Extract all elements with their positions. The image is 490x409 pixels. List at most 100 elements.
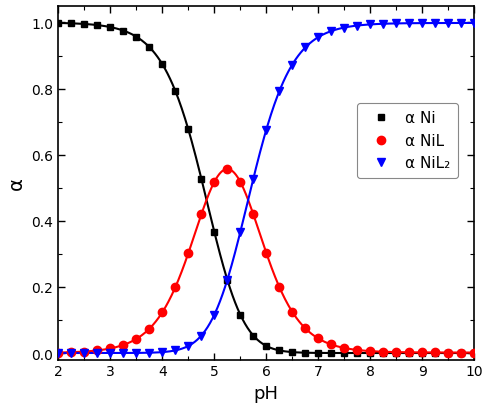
- α NiL: [276, 285, 282, 290]
- α NiL₂: [133, 351, 139, 355]
- α NiL₂: [81, 351, 87, 355]
- α NiL: [419, 350, 425, 355]
- α NiL₂: [159, 350, 165, 355]
- α Ni: [81, 22, 87, 27]
- α NiL: [185, 251, 191, 256]
- Line: α NiL₂: α NiL₂: [54, 20, 478, 357]
- α NiL₂: [237, 230, 243, 235]
- α NiL₂: [445, 22, 451, 27]
- α NiL₂: [342, 26, 347, 31]
- α NiL: [393, 350, 399, 355]
- α Ni: [290, 350, 295, 355]
- α Ni: [237, 312, 243, 317]
- α NiL₂: [458, 21, 464, 26]
- α NiL: [380, 349, 386, 354]
- α NiL: [432, 350, 438, 355]
- α NiL₂: [302, 46, 308, 51]
- α Ni: [133, 35, 139, 40]
- α NiL: [121, 343, 126, 348]
- α NiL: [316, 336, 321, 341]
- α Ni: [224, 278, 230, 283]
- α Ni: [172, 89, 178, 94]
- α NiL: [172, 285, 178, 290]
- α NiL₂: [172, 348, 178, 353]
- α NiL₂: [211, 312, 217, 317]
- α NiL₂: [328, 29, 334, 34]
- α NiL₂: [290, 63, 295, 68]
- α Ni: [458, 351, 464, 355]
- α NiL₂: [185, 344, 191, 348]
- α NiL: [263, 251, 269, 256]
- α NiL: [445, 350, 451, 355]
- α Ni: [263, 344, 269, 348]
- α Ni: [328, 351, 334, 355]
- α Ni: [406, 351, 412, 355]
- α Ni: [432, 351, 438, 355]
- α NiL₂: [250, 177, 256, 182]
- α NiL₂: [263, 128, 269, 133]
- α Ni: [250, 333, 256, 338]
- α NiL₂: [147, 351, 152, 355]
- α NiL: [368, 349, 373, 354]
- α NiL₂: [107, 351, 113, 355]
- α Ni: [55, 21, 61, 26]
- α Ni: [95, 24, 100, 29]
- α NiL: [354, 348, 360, 353]
- α NiL: [224, 167, 230, 172]
- α NiL: [250, 212, 256, 217]
- α NiL₂: [368, 23, 373, 28]
- α NiL: [55, 350, 61, 355]
- α Ni: [342, 351, 347, 355]
- α NiL: [328, 342, 334, 347]
- α NiL: [237, 180, 243, 185]
- α NiL: [198, 212, 204, 217]
- α Ni: [107, 26, 113, 31]
- α NiL: [107, 346, 113, 351]
- α Ni: [445, 351, 451, 355]
- α NiL₂: [69, 351, 74, 355]
- α Ni: [185, 128, 191, 133]
- α NiL: [147, 326, 152, 331]
- α Ni: [159, 63, 165, 67]
- α NiL: [211, 180, 217, 185]
- Line: α Ni: α Ni: [55, 20, 478, 357]
- α NiL₂: [224, 278, 230, 283]
- X-axis label: pH: pH: [254, 384, 279, 402]
- α NiL: [342, 346, 347, 351]
- α NiL: [133, 337, 139, 342]
- α Ni: [380, 351, 386, 355]
- α Ni: [211, 230, 217, 235]
- Line: α NiL: α NiL: [54, 165, 478, 357]
- α Ni: [147, 45, 152, 50]
- α Ni: [471, 351, 477, 355]
- α Ni: [69, 22, 74, 27]
- Y-axis label: α: α: [7, 177, 26, 190]
- Legend: α Ni, α NiL, α NiL₂: α Ni, α NiL, α NiL₂: [357, 103, 458, 179]
- α NiL₂: [121, 351, 126, 355]
- α NiL: [406, 350, 412, 355]
- α Ni: [354, 351, 360, 355]
- α NiL: [290, 310, 295, 315]
- α Ni: [276, 348, 282, 353]
- α NiL: [95, 348, 100, 353]
- α Ni: [368, 351, 373, 355]
- α NiL: [458, 350, 464, 355]
- α Ni: [302, 351, 308, 355]
- α NiL: [159, 310, 165, 315]
- α NiL₂: [55, 351, 61, 355]
- α NiL₂: [198, 333, 204, 338]
- α NiL: [302, 326, 308, 331]
- α NiL₂: [419, 22, 425, 27]
- α NiL: [69, 350, 74, 355]
- α Ni: [393, 351, 399, 355]
- α Ni: [121, 29, 126, 34]
- α NiL₂: [380, 22, 386, 27]
- α NiL₂: [406, 22, 412, 27]
- α Ni: [419, 351, 425, 355]
- α NiL₂: [316, 36, 321, 40]
- α NiL: [471, 350, 477, 355]
- α NiL₂: [471, 21, 477, 26]
- α NiL₂: [95, 351, 100, 355]
- α Ni: [198, 177, 204, 182]
- α NiL₂: [354, 24, 360, 29]
